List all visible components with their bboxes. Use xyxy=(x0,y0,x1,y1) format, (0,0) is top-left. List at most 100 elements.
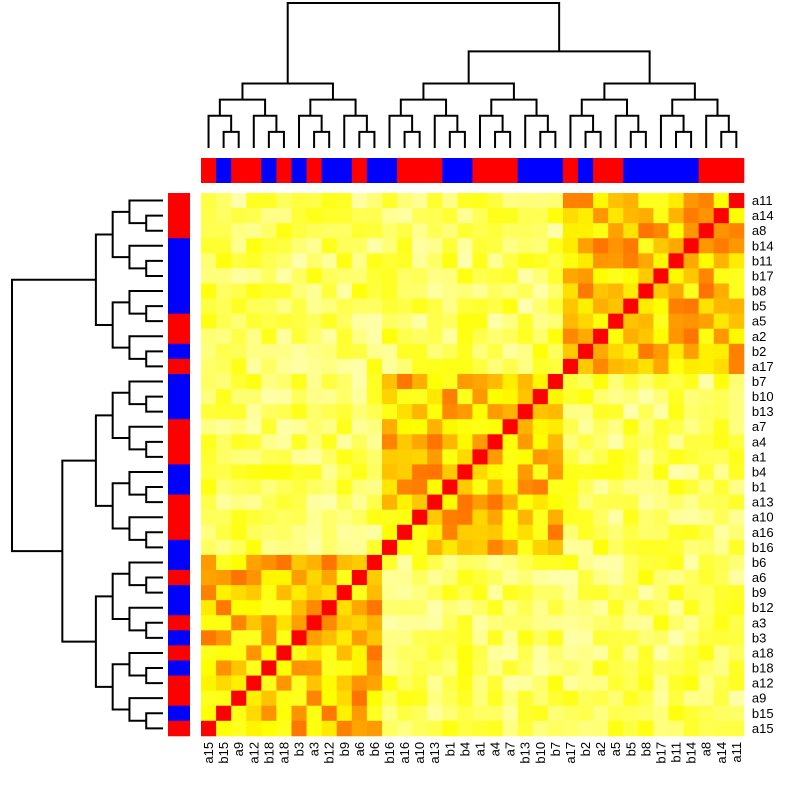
heatmap-cell xyxy=(683,419,700,435)
dendrogram-branch xyxy=(145,667,163,685)
heatmap-cell xyxy=(201,298,217,315)
heatmap-cell xyxy=(276,509,292,526)
heatmap-cell xyxy=(578,208,594,224)
heatmap-cell xyxy=(517,449,534,465)
heatmap-cell xyxy=(608,358,624,375)
heatmap-cell xyxy=(578,404,594,420)
heatmap-cell xyxy=(638,434,654,450)
heatmap-cell xyxy=(728,343,745,360)
heatmap-cell xyxy=(412,343,428,360)
heatmap-cell xyxy=(412,328,428,345)
heatmap-cell xyxy=(246,539,262,556)
row-label: a17 xyxy=(752,359,774,374)
heatmap-cell xyxy=(276,660,292,676)
column-label: b3 xyxy=(292,742,307,756)
heatmap-cell xyxy=(381,675,398,692)
heatmap-cell xyxy=(578,660,594,676)
heatmap-cell xyxy=(321,434,338,450)
column-group-swatch xyxy=(276,158,292,183)
heatmap-cell xyxy=(638,419,654,435)
heatmap-cell xyxy=(216,539,232,556)
heatmap-cell xyxy=(487,238,503,254)
heatmap-cell xyxy=(562,524,579,541)
heatmap-cell xyxy=(653,630,669,646)
heatmap-cell xyxy=(713,313,730,330)
heatmap-cell xyxy=(578,494,594,511)
heatmap-cell xyxy=(532,690,549,707)
heatmap-cell xyxy=(547,690,564,707)
heatmap-cell xyxy=(412,494,428,511)
heatmap-cell xyxy=(728,253,745,269)
heatmap-cell xyxy=(216,524,232,541)
heatmap-cell xyxy=(201,464,217,480)
heatmap-cell xyxy=(502,479,519,495)
heatmap-cell xyxy=(231,720,247,737)
heatmap-cell xyxy=(412,193,428,209)
heatmap-cell xyxy=(201,268,217,284)
heatmap-cell xyxy=(638,690,654,707)
heatmap-cell xyxy=(472,570,488,586)
heatmap-cell xyxy=(457,193,473,209)
heatmap-cell xyxy=(231,404,247,420)
heatmap-cell xyxy=(261,313,277,330)
heatmap-cell xyxy=(427,645,443,661)
heatmap-cell xyxy=(683,479,700,495)
heatmap-cell xyxy=(216,328,232,345)
heatmap-cell xyxy=(532,524,549,541)
heatmap-cell xyxy=(683,404,700,420)
heatmap-cell xyxy=(593,690,609,707)
heatmap-cell xyxy=(623,223,639,239)
heatmap-cell xyxy=(276,358,292,375)
heatmap-cell xyxy=(623,193,639,209)
heatmap-cell xyxy=(547,554,564,571)
heatmap-cell xyxy=(547,193,564,209)
row-group-swatch xyxy=(168,268,190,284)
heatmap-cell xyxy=(713,479,730,495)
heatmap-cell xyxy=(366,358,383,375)
heatmap-cell xyxy=(562,494,579,511)
heatmap-cell xyxy=(532,585,549,601)
heatmap-cell xyxy=(457,434,473,450)
heatmap-cell xyxy=(638,509,654,526)
heatmap-cell xyxy=(668,630,684,646)
heatmap-cell xyxy=(683,343,700,360)
heatmap-cell xyxy=(442,585,458,601)
heatmap-cell xyxy=(291,419,307,435)
heatmap-cell xyxy=(246,358,262,375)
row-label: b18 xyxy=(752,661,774,676)
heatmap-cell xyxy=(593,539,609,556)
heatmap-cell xyxy=(457,720,473,737)
heatmap-cell xyxy=(562,389,579,405)
heatmap-cell xyxy=(457,585,473,601)
heatmap-cell xyxy=(713,554,730,571)
heatmap-cell xyxy=(381,389,398,405)
heatmap-cell xyxy=(336,600,353,616)
heatmap-cell xyxy=(366,283,383,299)
heatmap-cell xyxy=(412,509,428,526)
heatmap-cell xyxy=(366,479,383,495)
heatmap-cell xyxy=(653,494,669,511)
heatmap-cell xyxy=(231,223,247,239)
dendrogram-branch xyxy=(671,98,719,116)
column-group-swatch xyxy=(366,158,383,183)
dendrogram-branch xyxy=(145,531,163,549)
heatmap-cell xyxy=(472,675,488,692)
heatmap-cell xyxy=(336,268,353,284)
heatmap-cell xyxy=(201,358,217,375)
dendrogram-branch xyxy=(145,214,163,232)
heatmap-cell xyxy=(216,373,232,390)
heatmap-cell xyxy=(593,479,609,495)
heatmap-cell xyxy=(668,253,684,269)
heatmap-cell xyxy=(608,313,624,330)
heatmap-cell xyxy=(532,615,549,631)
heatmap-cell xyxy=(728,630,745,646)
heatmap-cell xyxy=(713,720,730,737)
heatmap-cell xyxy=(683,373,700,390)
heatmap-cell xyxy=(502,524,519,541)
dendrogram-branch xyxy=(252,114,278,148)
dendrogram-branch xyxy=(399,98,448,116)
heatmap-cell xyxy=(216,343,232,360)
heatmap-cell xyxy=(517,238,534,254)
heatmap-cell xyxy=(698,600,715,616)
heatmap-cell xyxy=(653,193,669,209)
